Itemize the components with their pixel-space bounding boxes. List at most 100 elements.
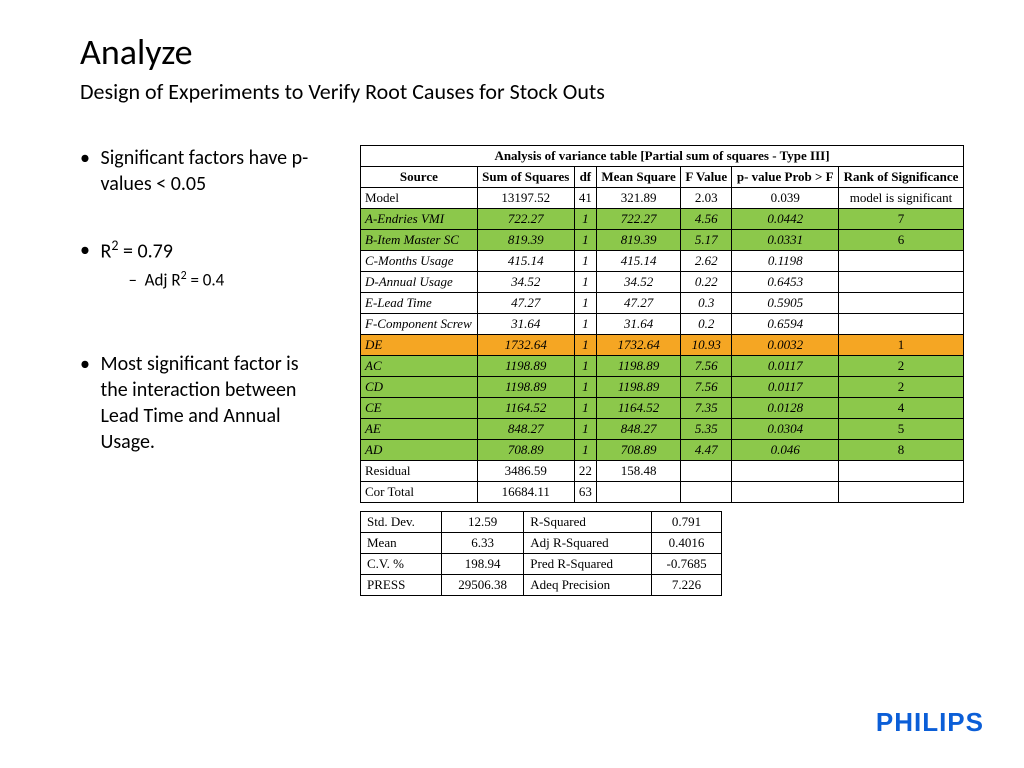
table-row: AE848.271848.275.350.03045 [361, 419, 964, 440]
table-cell [681, 482, 732, 503]
table-cell: 1 [574, 209, 596, 230]
table-cell: 2 [839, 356, 964, 377]
table-cell: 1 [574, 377, 596, 398]
table-cell: Pred R-Squared [524, 554, 651, 575]
table-row: A-Endries VMI722.271722.274.560.04427 [361, 209, 964, 230]
table-cell: 0.1198 [732, 251, 839, 272]
table-cell: 5.35 [681, 419, 732, 440]
table-cell: 1 [574, 251, 596, 272]
anova-header-row: SourceSum of SquaresdfMean SquareF Value… [361, 167, 964, 188]
table-cell: 1 [574, 293, 596, 314]
table-row: PRESS29506.38Adeq Precision7.226 [361, 575, 722, 596]
table-cell: Mean [361, 533, 442, 554]
table-cell: 819.39 [477, 230, 574, 251]
table-cell: Adeq Precision [524, 575, 651, 596]
table-cell: 7.226 [651, 575, 722, 596]
table-cell: 415.14 [596, 251, 680, 272]
table-cell: 1 [574, 398, 596, 419]
table-cell: 4.47 [681, 440, 732, 461]
table-cell: 6 [839, 230, 964, 251]
table-cell: 34.52 [596, 272, 680, 293]
table-cell: 1 [839, 335, 964, 356]
table-cell: 198.94 [442, 554, 524, 575]
table-cell: 5.17 [681, 230, 732, 251]
tables-area: Analysis of variance table [Partial sum … [360, 145, 964, 596]
table-row: Cor Total16684.1163 [361, 482, 964, 503]
table-cell: 0.0128 [732, 398, 839, 419]
table-row: F-Component Screw31.64131.640.20.6594 [361, 314, 964, 335]
table-row: Mean6.33Adj R-Squared0.4016 [361, 533, 722, 554]
bullet-list: • Significant factors have p-values < 0.… [80, 145, 330, 596]
r2-post: = 0.79 [118, 240, 172, 264]
anova-header-cell: Sum of Squares [477, 167, 574, 188]
anova-header-cell: df [574, 167, 596, 188]
table-cell [839, 461, 964, 482]
table-cell: 7.56 [681, 377, 732, 398]
table-cell: 819.39 [596, 230, 680, 251]
table-cell: 1198.89 [477, 356, 574, 377]
table-row: AD708.891708.894.470.0468 [361, 440, 964, 461]
bullet-item: • R2 = 0.79 – Adj R2 = 0.4 [80, 237, 330, 291]
bullet-item: • Significant factors have p-values < 0.… [80, 145, 330, 197]
adjr2-post: = 0.4 [187, 269, 225, 290]
table-cell [681, 461, 732, 482]
bullet-text: Most significant factor is the interacti… [101, 351, 321, 455]
page-subtitle: Design of Experiments to Verify Root Cau… [80, 78, 964, 105]
table-cell: 321.89 [596, 188, 680, 209]
table-cell: A-Endries VMI [361, 209, 478, 230]
table-row: C-Months Usage415.141415.142.620.1198 [361, 251, 964, 272]
table-cell: C.V. % [361, 554, 442, 575]
table-cell: 1 [574, 272, 596, 293]
content-area: • Significant factors have p-values < 0.… [80, 145, 964, 596]
table-cell: 0.5905 [732, 293, 839, 314]
table-cell: 1164.52 [596, 398, 680, 419]
table-cell: B-Item Master SC [361, 230, 478, 251]
bullet-marker: • [80, 145, 90, 171]
table-cell: 0.3 [681, 293, 732, 314]
table-cell [596, 482, 680, 503]
table-row: B-Item Master SC819.391819.395.170.03316 [361, 230, 964, 251]
table-cell: PRESS [361, 575, 442, 596]
table-cell: 47.27 [477, 293, 574, 314]
table-cell: 2.03 [681, 188, 732, 209]
stats-table: Std. Dev.12.59R-Squared0.791Mean6.33Adj … [360, 511, 722, 596]
table-cell: 29506.38 [442, 575, 524, 596]
table-cell: 0.4016 [651, 533, 722, 554]
table-cell: D-Annual Usage [361, 272, 478, 293]
table-cell: 0.6594 [732, 314, 839, 335]
table-cell: 1 [574, 356, 596, 377]
table-cell: 1 [574, 440, 596, 461]
table-cell: 708.89 [596, 440, 680, 461]
table-cell: 0.791 [651, 512, 722, 533]
table-cell: 4 [839, 398, 964, 419]
table-cell [839, 293, 964, 314]
table-cell: 0.0117 [732, 377, 839, 398]
table-cell: 0.039 [732, 188, 839, 209]
table-cell: 1164.52 [477, 398, 574, 419]
table-cell: model is significant [839, 188, 964, 209]
table-cell: 10.93 [681, 335, 732, 356]
table-cell: 1198.89 [596, 356, 680, 377]
table-cell: 0.0117 [732, 356, 839, 377]
table-cell: 0.0032 [732, 335, 839, 356]
slide: Analyze Design of Experiments to Verify … [0, 0, 1024, 616]
table-cell [839, 314, 964, 335]
bullet-item: • Most significant factor is the interac… [80, 351, 330, 455]
r2-pre: R [101, 240, 112, 264]
anova-caption: Analysis of variance table [Partial sum … [361, 146, 964, 167]
table-row: Residual3486.5922158.48 [361, 461, 964, 482]
table-cell: AD [361, 440, 478, 461]
table-cell: 41 [574, 188, 596, 209]
table-cell: 6.33 [442, 533, 524, 554]
table-cell: 0.22 [681, 272, 732, 293]
table-row: D-Annual Usage34.52134.520.220.6453 [361, 272, 964, 293]
table-cell: 415.14 [477, 251, 574, 272]
table-cell: 0.2 [681, 314, 732, 335]
table-cell: 0.0442 [732, 209, 839, 230]
table-cell: 708.89 [477, 440, 574, 461]
table-cell: 7.35 [681, 398, 732, 419]
table-cell: 47.27 [596, 293, 680, 314]
table-cell: 1198.89 [477, 377, 574, 398]
table-cell: 1732.64 [477, 335, 574, 356]
table-cell [732, 482, 839, 503]
